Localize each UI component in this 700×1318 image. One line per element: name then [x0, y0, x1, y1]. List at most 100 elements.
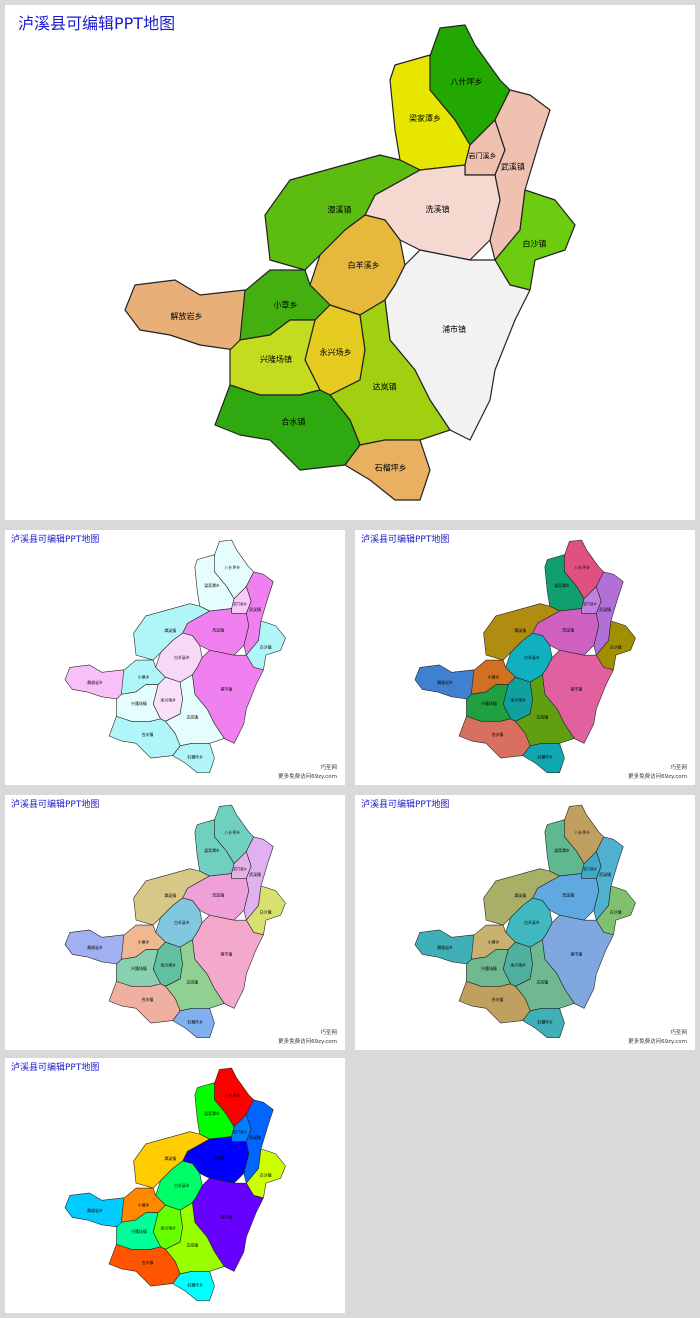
region-label: 解放岩乡 — [437, 680, 453, 685]
region-label: 岩门溪乡 — [233, 601, 247, 606]
region-label: 梁家潭乡 — [204, 848, 220, 853]
region-label: 达岚镇 — [186, 1243, 198, 1248]
region-label: 浦市镇 — [442, 324, 466, 334]
region-label: 浦市镇 — [220, 686, 232, 691]
region-label: 白沙镇 — [260, 909, 272, 914]
region-label: 白羊溪乡 — [524, 655, 540, 660]
region-label: 合水镇 — [142, 732, 154, 737]
region-label: 合水镇 — [492, 732, 504, 737]
region-label: 八什坪乡 — [225, 565, 241, 570]
region-label: 梁家潭乡 — [204, 1111, 220, 1116]
region-label: 解放岩乡 — [87, 680, 103, 685]
region-label: 石榴坪乡 — [537, 1019, 553, 1024]
region-label: 永兴场乡 — [160, 698, 176, 703]
region-label: 岩门溪乡 — [583, 601, 597, 606]
region-label: 石榴坪乡 — [537, 754, 553, 759]
region-label: 永兴场乡 — [160, 963, 176, 968]
region-label: 解放岩乡 — [437, 945, 453, 950]
region-label: 浦市镇 — [220, 951, 232, 956]
region-label: 兴隆场镇 — [131, 701, 147, 706]
slide-title: 泸溪县可编辑PPT地图 — [11, 798, 99, 810]
region-label: 八什坪乡 — [225, 1093, 241, 1098]
slide-title: 泸溪县可编辑PPT地图 — [11, 1061, 99, 1073]
slide-footer: 更多免费访问69zy.com — [278, 772, 337, 780]
region-label: 达岚镇 — [373, 382, 397, 392]
region-label: 洗溪镇 — [426, 204, 450, 214]
region-label: 兴隆场镇 — [481, 701, 497, 706]
region-label: 浦市镇 — [220, 1214, 232, 1219]
region-label: 石榴坪乡 — [187, 754, 203, 759]
region-label: 梁家潭乡 — [409, 113, 441, 123]
region-label: 潭溪镇 — [514, 628, 526, 633]
region — [172, 1271, 215, 1302]
region-label: 合水镇 — [492, 997, 504, 1002]
region-label: 达岚镇 — [186, 980, 198, 985]
region-label: 合水镇 — [281, 417, 305, 427]
region-label: 岩门溪乡 — [233, 1129, 247, 1134]
region-label: 石榴坪乡 — [187, 1282, 203, 1287]
region-label: 达岚镇 — [536, 980, 548, 985]
region-label: 潭溪镇 — [514, 893, 526, 898]
slide-footer: 巧圣网 — [670, 1028, 687, 1036]
region-label: 岩门溪乡 — [469, 151, 497, 160]
region-label: 石榴坪乡 — [375, 463, 407, 473]
region-label: 潭溪镇 — [164, 628, 176, 633]
region-label: 武溪镇 — [599, 872, 611, 877]
region-label: 白羊溪乡 — [174, 655, 190, 660]
region-label: 洗溪镇 — [212, 893, 224, 898]
region-label: 白羊溪乡 — [174, 1183, 190, 1188]
slide-footer: 巧圣网 — [320, 763, 337, 771]
slide-footer: 巧圣网 — [320, 1028, 337, 1036]
slide-footer: 更多免费访问69zy.com — [278, 1037, 337, 1045]
slide-footer: 更多免费访问69zy.com — [628, 772, 687, 780]
region — [172, 743, 215, 774]
region-label: 解放岩乡 — [171, 311, 203, 321]
region-label: 小章乡 — [488, 674, 500, 679]
region-label: 小章乡 — [488, 939, 500, 944]
region — [172, 1008, 215, 1039]
region-label: 梁家潭乡 — [204, 583, 220, 588]
region-label: 合水镇 — [142, 1260, 154, 1265]
region-label: 达岚镇 — [536, 715, 548, 720]
slide-footer: 更多免费访问69zy.com — [628, 1037, 687, 1045]
region-label: 兴隆场镇 — [131, 966, 147, 971]
region-label: 潭溪镇 — [164, 1156, 176, 1161]
region-label: 石榴坪乡 — [187, 1019, 203, 1024]
region-label: 潭溪镇 — [164, 893, 176, 898]
region-label: 小章乡 — [138, 939, 150, 944]
region-label: 永兴场乡 — [510, 963, 526, 968]
region-label: 白沙镇 — [610, 909, 622, 914]
region-label: 梁家潭乡 — [554, 848, 570, 853]
region — [522, 1008, 565, 1039]
region — [246, 1148, 286, 1199]
region-label: 浦市镇 — [570, 686, 582, 691]
region-label: 永兴场乡 — [510, 698, 526, 703]
region-label: 洗溪镇 — [212, 628, 224, 633]
region-label: 合水镇 — [142, 997, 154, 1002]
region-label: 八什坪乡 — [575, 565, 591, 570]
region-label: 兴隆场镇 — [260, 354, 292, 364]
region-label: 八什坪乡 — [575, 830, 591, 835]
region — [344, 439, 431, 501]
region-label: 小章乡 — [138, 1202, 150, 1207]
region-label: 洗溪镇 — [562, 893, 574, 898]
region-label: 白沙镇 — [522, 238, 546, 248]
region-label: 武溪镇 — [599, 607, 611, 612]
region-label: 武溪镇 — [249, 872, 261, 877]
region-label: 武溪镇 — [249, 1135, 261, 1140]
region — [596, 620, 636, 671]
region-label: 达岚镇 — [186, 715, 198, 720]
region-label: 永兴场乡 — [320, 347, 352, 357]
slide-title: 泸溪县可编辑PPT地图 — [361, 798, 449, 810]
